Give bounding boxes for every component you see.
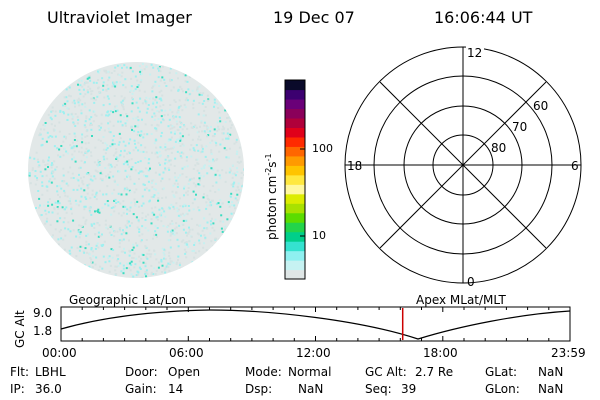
- colorbar-band: [285, 146, 305, 157]
- status-glat-label: GLat:: [485, 365, 518, 379]
- status-ip-value: 36.0: [35, 382, 62, 396]
- status-seq-label: Seq:: [365, 382, 392, 396]
- status-glat-value: NaN: [538, 365, 564, 379]
- colorbar-band: [285, 231, 305, 242]
- status-flt-label: Flt:: [10, 365, 29, 379]
- date-label: 19 Dec 07: [273, 8, 355, 27]
- colorbar-band: [285, 155, 305, 166]
- timeline-frame: [60, 306, 571, 342]
- status-seq-value: 39: [401, 382, 417, 396]
- colorbar-band: [285, 98, 305, 110]
- colorbar-band: [285, 108, 305, 119]
- polar-label-0: 0: [467, 275, 475, 289]
- imager-emission-pixels: [28, 62, 244, 278]
- status-ip-label: IP:: [10, 382, 25, 396]
- colorbar-band: [285, 80, 305, 91]
- colorbar-band: [285, 117, 305, 128]
- timeline-left-label: Geographic Lat/Lon: [69, 293, 187, 307]
- status-dsp-label: Dsp:: [245, 382, 273, 396]
- polar-label-18: 18: [347, 159, 362, 173]
- status-door-label: Door:: [125, 365, 158, 379]
- colorbar-band: [285, 203, 305, 214]
- status-door-value: Open: [168, 365, 201, 379]
- colorbar-band: [285, 174, 305, 185]
- timeline-x-tick-18: 18:00: [423, 346, 458, 360]
- status-gcalt-value: 2.7 Re: [415, 365, 454, 379]
- colorbar-tick-label-100: 100: [312, 142, 333, 155]
- timeline-x-tick-0: 00:00: [42, 346, 77, 360]
- colorbar-tick-label-10: 10: [312, 229, 326, 242]
- colorbar-band: [285, 250, 305, 261]
- instrument-title: Ultraviolet Imager: [47, 8, 192, 27]
- status-gain-label: Gain:: [125, 382, 157, 396]
- timeline-x-tick-12: 12:00: [296, 346, 331, 360]
- colorbar-band: [285, 127, 305, 138]
- polar-label-6: 6: [571, 159, 579, 173]
- colorbar-band: [285, 165, 305, 176]
- timeline-x-tick-end: 23:59: [551, 346, 586, 360]
- colorbar-band: [285, 269, 305, 280]
- colorbar-band: [285, 193, 305, 204]
- label-bg: [466, 45, 484, 59]
- colorbar-bands: [285, 80, 305, 280]
- status-flt-value: LBHL: [35, 365, 66, 379]
- colorbar-band: [285, 222, 305, 233]
- status-mode-value: Normal: [288, 365, 332, 379]
- timeline-y-tick-low: 1.8: [33, 324, 53, 338]
- polar-label-70: 70: [512, 120, 527, 134]
- polar-label-80: 80: [491, 141, 506, 155]
- colorbar-band: [285, 136, 305, 147]
- timeline-right-label: Apex MLat/MLT: [416, 293, 506, 307]
- status-mode-label: Mode:: [245, 365, 282, 379]
- status-gcalt-label: GC Alt:: [365, 365, 407, 379]
- colorbar-band: [285, 212, 305, 223]
- altitude-curve: [60, 309, 571, 340]
- status-glon-label: GLon:: [485, 382, 520, 396]
- polar-label-60: 60: [533, 99, 548, 113]
- status-gain-value: 14: [168, 382, 184, 396]
- colorbar-band: [285, 241, 305, 252]
- colorbar-band: [285, 184, 305, 195]
- colorbar-band: [285, 89, 305, 100]
- timeline-x-tick-6: 06:00: [169, 346, 204, 360]
- time-label: 16:06:44 UT: [434, 8, 533, 27]
- polar-diagonal-2: [379, 81, 547, 249]
- timeline-y-tick-high: 9.0: [33, 306, 53, 320]
- colorbar-frame: [284, 79, 306, 280]
- status-dsp-value: NaN: [298, 382, 324, 396]
- polar-label-12: 12: [467, 46, 482, 60]
- colorbar-band: [285, 260, 305, 271]
- colorbar-unit-label: photon cm-2s-1: [264, 153, 279, 240]
- status-glon-value: NaN: [538, 382, 564, 396]
